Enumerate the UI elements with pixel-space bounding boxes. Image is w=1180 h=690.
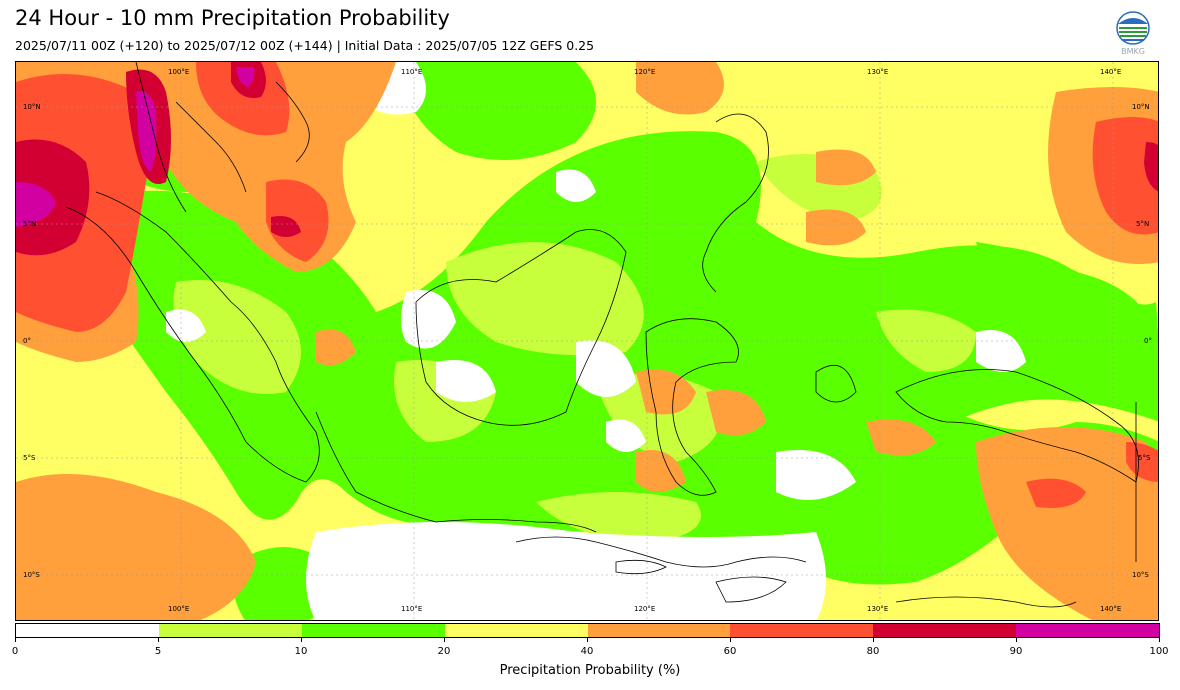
colorbar-tick-label: 20 (437, 646, 451, 657)
lon-label-bottom: 110°E (401, 605, 423, 613)
colorbar (15, 623, 1160, 638)
colorbar-tick-label: 40 (580, 646, 594, 657)
precipitation-map: 100°E 110°E 120°E 130°E 140°E 100°E 110°… (15, 61, 1159, 621)
colorbar-tick-label: 100 (1149, 646, 1169, 657)
colorbar-tick (587, 638, 588, 642)
lat-label-left: 10°S (23, 571, 40, 579)
lon-label-top: 140°E (1100, 68, 1122, 76)
colorbar-tick (1159, 638, 1160, 642)
colorbar-tick-label: 0 (11, 646, 19, 657)
colorbar-tick (1016, 638, 1017, 642)
graticule (16, 62, 1158, 620)
lon-label-bottom: 130°E (867, 605, 889, 613)
colorbar-tick (444, 638, 445, 642)
page-subtitle: 2025/07/11 00Z (+120) to 2025/07/12 00Z … (15, 38, 595, 53)
colorbar-segment (587, 624, 731, 637)
colorbar-segment (301, 624, 445, 637)
page-title: 24 Hour - 10 mm Precipitation Probabilit… (15, 6, 450, 30)
lon-label-top: 110°E (401, 68, 423, 76)
colorbar-tick-label: 5 (154, 646, 162, 657)
lat-label-left: 0° (23, 337, 31, 345)
colorbar-segment (1016, 624, 1159, 637)
colorbar-segment (158, 624, 302, 637)
colorbar-tick-label: 60 (723, 646, 737, 657)
lon-label-bottom: 120°E (634, 605, 656, 613)
lat-label-right: 10°N (1132, 103, 1150, 111)
lon-label-bottom: 140°E (1100, 605, 1122, 613)
bmkg-logo: BMKG (1114, 10, 1152, 56)
logo-text: BMKG (1121, 47, 1145, 56)
field-90-100 (16, 67, 255, 227)
colorbar-tick-label: 90 (1009, 646, 1023, 657)
colorbar-tick (873, 638, 874, 642)
colorbar-tick (301, 638, 302, 642)
lat-label-right: 10°S (1132, 571, 1149, 579)
lat-label-right: 0° (1144, 337, 1152, 345)
colorbar-segment (16, 624, 159, 637)
lon-label-top: 120°E (634, 68, 656, 76)
colorbar-tick (158, 638, 159, 642)
lat-label-left: 5°S (23, 454, 36, 462)
lon-label-top: 130°E (867, 68, 889, 76)
colorbar-segment (730, 624, 874, 637)
colorbar-tick (15, 638, 16, 642)
colorbar-tick (730, 638, 731, 642)
lon-label-bottom: 100°E (168, 605, 190, 613)
colorbar-segment (444, 624, 588, 637)
colorbar-tick-label: 80 (866, 646, 880, 657)
colorbar-segment (873, 624, 1017, 637)
lat-label-right: 5°S (1138, 454, 1151, 462)
lat-label-left: 10°N (23, 103, 41, 111)
lon-label-top: 100°E (168, 68, 190, 76)
lat-label-left: 5°N (23, 220, 37, 228)
colorbar-title: Precipitation Probability (%) (499, 663, 681, 678)
coastlines (65, 62, 1139, 608)
lat-label-right: 5°N (1136, 220, 1150, 228)
colorbar-tick-label: 10 (294, 646, 308, 657)
map-canvas (16, 62, 1158, 620)
